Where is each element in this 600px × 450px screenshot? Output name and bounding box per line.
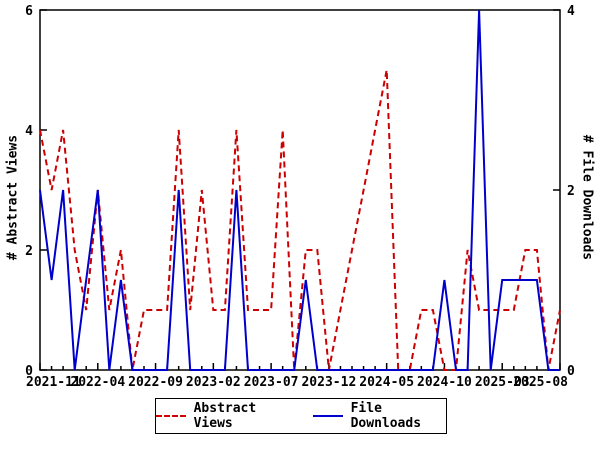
abstract-views-line xyxy=(39,69,561,371)
x-tick-label: 2025-03 xyxy=(475,375,530,390)
x-tick-label: 2024-10 xyxy=(417,375,472,390)
file-downloads-legend-label: File Downloads xyxy=(350,401,422,431)
legend-item-abstract-views: Abstract Views xyxy=(156,401,289,431)
y-right-tick-label: 2 xyxy=(567,184,575,199)
y-right-tick-label: 4 xyxy=(567,4,575,19)
x-tick-label: 2021-11 xyxy=(26,375,81,390)
x-tick-label: 2023-12 xyxy=(301,375,356,390)
y-right-tick-label: 0 xyxy=(567,364,575,379)
file-downloads-line xyxy=(39,9,560,371)
abstract-views-legend-label: Abstract Views xyxy=(193,401,257,431)
abstract-views-line-sample xyxy=(156,415,186,417)
x-tick-label: 2022-09 xyxy=(128,375,183,390)
x-tick-label: 2025-08 xyxy=(513,375,568,390)
legend-box: Abstract Views File Downloads xyxy=(155,398,447,434)
y-left-tick-label: 2 xyxy=(25,244,33,259)
y-left-tick-label: 6 xyxy=(25,4,33,19)
left-axis-title: # Abstract Views xyxy=(5,134,21,261)
x-tick-label: 2023-07 xyxy=(244,375,299,390)
x-tick-label: 2022-04 xyxy=(70,375,125,390)
x-tick-label: 2023-02 xyxy=(186,375,241,390)
x-tick-label: 2024-05 xyxy=(359,375,414,390)
file-downloads-line-sample xyxy=(313,415,343,417)
y-left-tick-label: 0 xyxy=(25,364,33,379)
legend-item-file-downloads: File Downloads xyxy=(313,401,446,431)
y-left-tick-label: 4 xyxy=(25,124,33,139)
right-axis-title: # File Downloads xyxy=(579,134,595,261)
